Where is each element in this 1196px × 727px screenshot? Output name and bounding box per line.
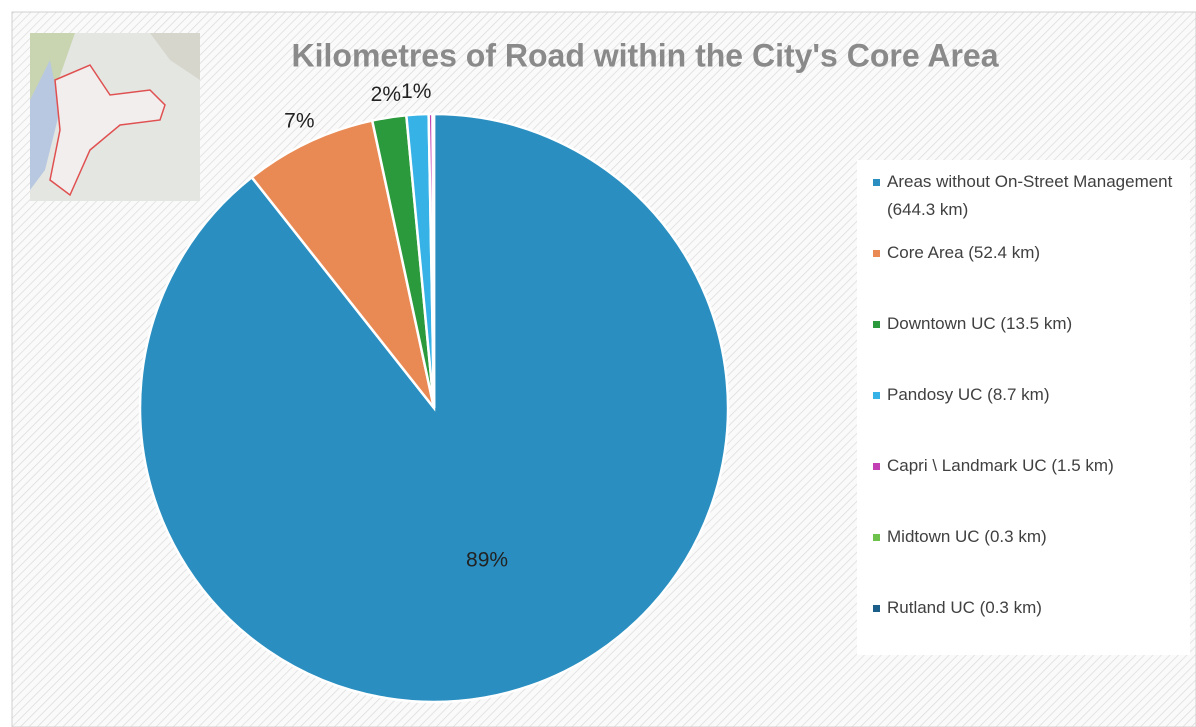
legend-label: Midtown UC (0.3 km): [887, 523, 1047, 551]
pie-slice: [433, 114, 434, 408]
legend-swatch: [873, 392, 880, 399]
legend-entry: Capri \ Landmark UC (1.5 km): [873, 452, 1180, 523]
legend: Areas without On-Street Management (644.…: [857, 160, 1190, 655]
legend-entry: Areas without On-Street Management (644.…: [873, 168, 1180, 239]
legend-label: Core Area (52.4 km): [887, 239, 1040, 267]
legend-swatch: [873, 605, 880, 612]
legend-swatch: [873, 463, 880, 470]
legend-entry: Pandosy UC (8.7 km): [873, 381, 1180, 452]
legend-swatch: [873, 534, 880, 541]
legend-label: Rutland UC (0.3 km): [887, 594, 1042, 622]
chart-page: Kilometres of Road within the City's Cor…: [0, 0, 1196, 727]
legend-swatch: [873, 179, 880, 186]
legend-label: Downtown UC (13.5 km): [887, 310, 1072, 338]
legend-entry: Rutland UC (0.3 km): [873, 594, 1180, 665]
data-label: 2%: [371, 83, 401, 106]
data-label: 7%: [284, 110, 314, 133]
legend-entry: Midtown UC (0.3 km): [873, 523, 1180, 594]
data-label: 89%: [466, 548, 508, 571]
chart-title: Kilometres of Road within the City's Cor…: [292, 37, 999, 73]
legend-label: Capri \ Landmark UC (1.5 km): [887, 452, 1114, 480]
legend-entry: Downtown UC (13.5 km): [873, 310, 1180, 381]
legend-swatch: [873, 250, 880, 257]
legend-label: Areas without On-Street Management (644.…: [887, 168, 1180, 224]
legend-label: Pandosy UC (8.7 km): [887, 381, 1050, 409]
legend-entry: Core Area (52.4 km): [873, 239, 1180, 310]
data-label: 1%: [401, 80, 431, 103]
map-thumbnail: [30, 33, 200, 201]
legend-swatch: [873, 321, 880, 328]
